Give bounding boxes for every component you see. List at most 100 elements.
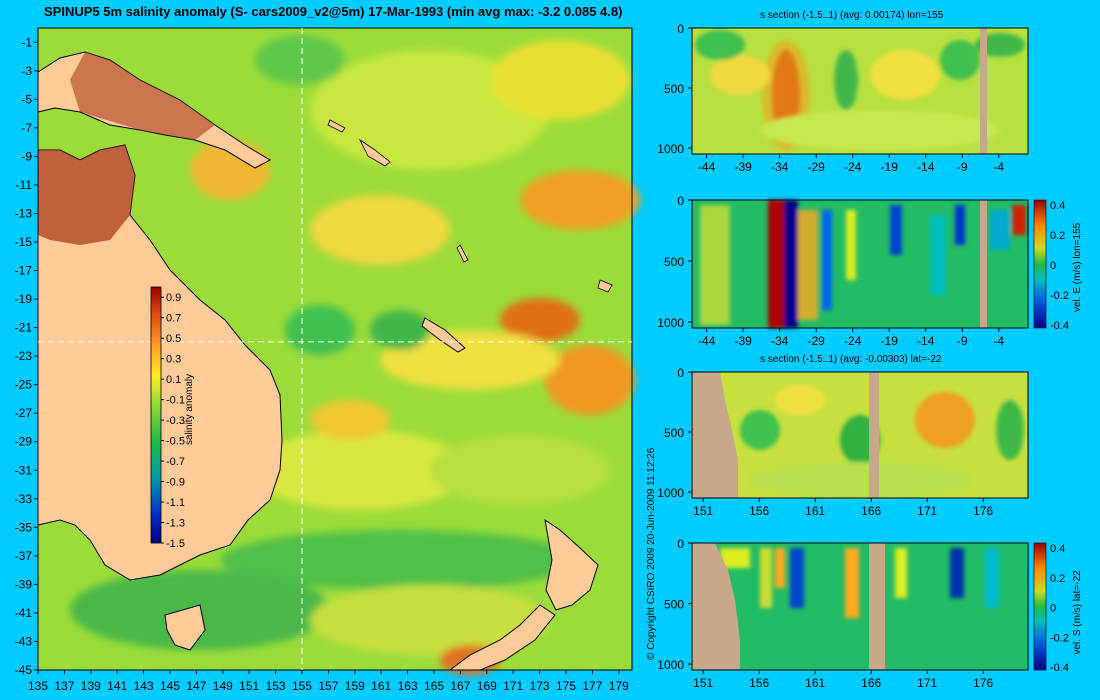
colorbar-ticks: 0.9 0.7 0.5 0.3 0.1 -0.1 -0.3 -0.5 -0.7 -0.9 -1.1 -… — [161, 292, 185, 550]
lat-tick-label: -45 — [15, 663, 33, 677]
cbar-tick-label: 0.5 — [166, 333, 181, 345]
lon-tick-label: 135 — [28, 679, 48, 693]
panel-xtick-label: -29 — [808, 160, 826, 174]
lat-tick-label: -31 — [15, 463, 33, 477]
cbar-tick-label: -0.1 — [166, 395, 185, 407]
panel-ytick-label: 0 — [677, 22, 684, 36]
panel-vel-e-lon — [691, 199, 1047, 329]
panel1-title: s section (-1.5..1) (avg: 0.00174) lon=1… — [760, 10, 944, 21]
lat-tick-label: -17 — [15, 264, 33, 278]
panel-xtick-label: -44 — [698, 160, 716, 174]
lon-tick-label: 171 — [503, 679, 523, 693]
panel-cbar-tick-label: 0 — [1050, 260, 1056, 272]
panel-xtick-label: -9 — [957, 334, 968, 348]
salinity-colorbar-gradient — [150, 286, 162, 544]
lon-tick-label: 153 — [266, 679, 286, 693]
panel1-field — [692, 200, 1028, 328]
panel-xtick-label: 171 — [917, 504, 937, 518]
salinity-colorbar: 0.9 0.7 0.5 0.3 0.1 -0.1 -0.3 -0.5 -0.7 -0.9 -1.1 -… — [150, 286, 195, 550]
cbar-tick-label: -0.3 — [166, 415, 185, 427]
cbar-tick-label: -0.7 — [166, 456, 185, 468]
lat-tick-label: -23 — [15, 349, 33, 363]
lat-tick-label: -39 — [15, 577, 33, 591]
lon-tick-label: 175 — [556, 679, 576, 693]
lat-tick-label: -5 — [21, 92, 32, 106]
panel3-colorbar — [1033, 542, 1047, 671]
lon-tick-label: 163 — [398, 679, 418, 693]
cbar-tick-label: -0.9 — [166, 477, 185, 489]
panel-axes: -44 -39 -34 -29 -24 -19 -14 -9 -4 0 500 1000 -44 -39 -… — [657, 22, 1083, 690]
cbar-tick-label: 0.1 — [166, 374, 181, 386]
cbar-tick-label: -1.5 — [166, 538, 185, 550]
panel-ytick-label: 500 — [664, 426, 684, 440]
cbar-tick-label: -1.1 — [166, 497, 185, 509]
panel-salinity-lon — [691, 27, 1029, 155]
lat-tick-label: -37 — [15, 549, 33, 563]
panel-xtick-label: -24 — [844, 160, 862, 174]
panel3-land — [869, 543, 885, 670]
panel1-land — [980, 200, 987, 328]
map-frame — [37, 27, 633, 671]
lon-tick-label: 151 — [239, 679, 259, 693]
panel-cbar-tick-label: -0.2 — [1050, 632, 1069, 644]
tasmania-land — [164, 604, 206, 651]
colorbar-label: salinity anomaly — [184, 374, 195, 445]
panel-xtick-label: 176 — [973, 504, 993, 518]
panel-xtick-label: -39 — [734, 160, 752, 174]
panel-xtick-label: -34 — [771, 334, 789, 348]
panel-cbar-tick-label: 0 — [1050, 603, 1056, 615]
lon-tick-label: 139 — [81, 679, 101, 693]
panel1-frame — [691, 199, 1029, 329]
lon-tick-label: 159 — [345, 679, 365, 693]
panel-xtick-label: 171 — [917, 676, 937, 690]
panel-ytick-label: 0 — [677, 194, 684, 208]
fiji-island — [597, 279, 613, 293]
lat-tick-label: -11 — [16, 178, 33, 192]
lat-tick-label: -25 — [15, 378, 33, 392]
panel-xtick-label: -29 — [808, 334, 826, 348]
cbar-tick-label: -1.3 — [166, 518, 185, 530]
lon-tick-label: 161 — [371, 679, 391, 693]
panel-xtick-label: -24 — [844, 334, 862, 348]
panel-ytick-label: 1000 — [657, 486, 684, 500]
lat-tick-label: -3 — [21, 64, 32, 78]
nz-north-island — [544, 518, 599, 611]
salinity-map: 135 137 139 141 143 145 147 149 151 153 155 157 159 1… — [15, 27, 640, 693]
lat-tick-label: -7 — [21, 121, 32, 135]
panel-cbar-tick-label: -0.2 — [1050, 290, 1069, 302]
solomon-island-2 — [327, 119, 346, 133]
new-caledonia — [421, 317, 466, 353]
panel-xtick-label: -19 — [881, 160, 899, 174]
panel-vel-s-lat — [691, 542, 1047, 671]
panel-xtick-label: 156 — [749, 676, 769, 690]
panel-xtick-label: 161 — [805, 504, 825, 518]
lat-tick-label: -33 — [15, 492, 33, 506]
panel-cbar-tick-label: -0.4 — [1050, 662, 1069, 674]
panel-xtick-label: 166 — [861, 504, 881, 518]
panel1-colorbar — [1033, 199, 1047, 329]
lat-tick-label: -19 — [15, 292, 33, 306]
panel-xtick-label: 166 — [861, 676, 881, 690]
panel2-frame — [691, 371, 1029, 499]
gulf-land-shading — [38, 145, 135, 245]
lat-tick-label: -35 — [15, 520, 33, 534]
lon-tick-label: 143 — [134, 679, 154, 693]
lon-tick-label: 179 — [609, 679, 629, 693]
lat-tick-label: -13 — [15, 206, 33, 220]
panel-xtick-label: 161 — [805, 676, 825, 690]
panel-cbar-label: vel. E (m/s) lon=155 — [1072, 222, 1083, 312]
lat-tick-label: -27 — [15, 406, 33, 420]
panel3-land-west — [692, 543, 740, 670]
panel-ytick-label: 1000 — [657, 658, 684, 672]
solomon-island-1 — [358, 138, 391, 167]
panel-xtick-label: 176 — [973, 676, 993, 690]
lon-tick-label: 173 — [530, 679, 550, 693]
lon-tick-label: 137 — [54, 679, 74, 693]
panel-ytick-label: 0 — [677, 537, 684, 551]
panel-cbar-tick-label: 0.4 — [1050, 200, 1065, 212]
panel2-land — [869, 372, 879, 498]
lat-tick-label: -29 — [15, 435, 33, 449]
panel-cbar-tick-label: -0.4 — [1050, 320, 1069, 332]
panel-cbar-label: vel. S (m/s) lat=-22 — [1072, 570, 1083, 655]
